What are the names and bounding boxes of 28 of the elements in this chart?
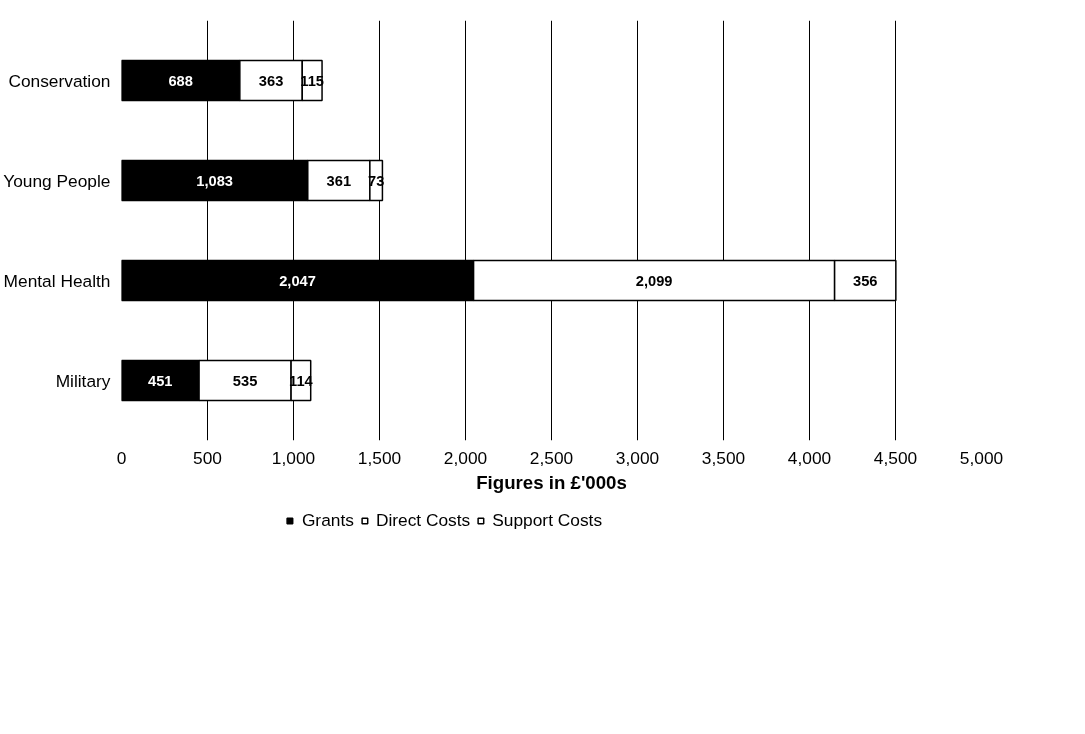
x-axis-title: Figures in £'000s — [476, 471, 627, 493]
y-tick-label: Mental Health — [3, 270, 111, 291]
legend-label: Support Costs — [492, 509, 603, 531]
data-label: 363 — [258, 72, 284, 89]
legend-label: Direct Costs — [375, 509, 471, 531]
data-label: 356 — [853, 272, 878, 289]
data-label: 2,099 — [635, 272, 673, 289]
x-tick-label: 4,000 — [787, 447, 832, 468]
data-label: 361 — [326, 172, 352, 189]
data-label: 688 — [168, 72, 193, 89]
x-tick-label: 3,500 — [701, 447, 746, 468]
x-tick-label: 3,000 — [615, 447, 660, 468]
data-label: 2,047 — [279, 272, 316, 289]
legend-label: Grants — [301, 509, 354, 531]
data-label: 1,083 — [196, 172, 233, 189]
x-tick-label: 2,500 — [529, 447, 574, 468]
x-tick-label: 1,500 — [357, 447, 402, 468]
data-label: 451 — [148, 372, 173, 389]
y-tick-label: Young People — [3, 170, 111, 191]
x-tick-label: 5,000 — [959, 447, 1004, 468]
x-tick-label: 500 — [193, 447, 222, 468]
y-tick-label: Conservation — [8, 70, 111, 91]
data-label: 535 — [232, 372, 258, 389]
x-tick-label: 2,000 — [443, 447, 488, 468]
x-tick-label: 0 — [116, 447, 127, 468]
x-tick-label: 1,000 — [271, 447, 316, 468]
y-tick-label: Military — [55, 370, 111, 391]
x-tick-label: 4,500 — [873, 447, 918, 468]
